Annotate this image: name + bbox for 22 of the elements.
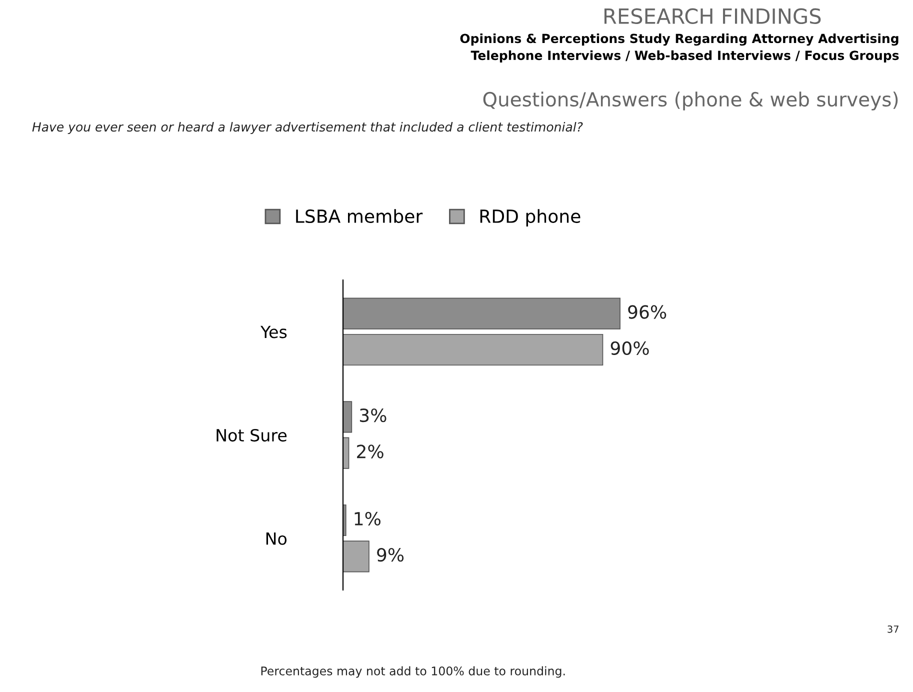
y-tick-label: No — [266, 532, 287, 545]
y-tick-label: Yes — [260, 326, 287, 338]
legend-label: RDD phone — [480, 209, 580, 227]
data-label: 90% — [610, 341, 649, 355]
data-label: 2% — [357, 444, 384, 458]
y-tick-label: Not Sure — [216, 428, 287, 442]
text: 37 — [888, 625, 898, 633]
text: Percentages may not add to 100% due to rounding. — [261, 666, 565, 678]
text: Have you ever seen or heard a lawyer advertisement that included a client testimonial? — [32, 122, 583, 134]
bar — [343, 504, 346, 536]
bar — [343, 540, 370, 572]
text: RESEARCH FINDINGS — [604, 8, 821, 24]
bar — [343, 401, 352, 433]
bar — [343, 334, 604, 366]
data-label: 96% — [628, 305, 666, 319]
legend-label: LSBA member — [296, 209, 423, 224]
data-label: 3% — [360, 408, 386, 422]
data-label: 9% — [377, 548, 404, 562]
data-label: 1% — [354, 512, 380, 526]
bar — [343, 298, 620, 330]
text: Questions/Answers (phone & web surveys) — [483, 92, 898, 110]
text: Opinions & Perceptions Study Regarding Attorney Advertising Telephone Interviews / Web-based Interviews / Focus Groups — [460, 33, 899, 63]
